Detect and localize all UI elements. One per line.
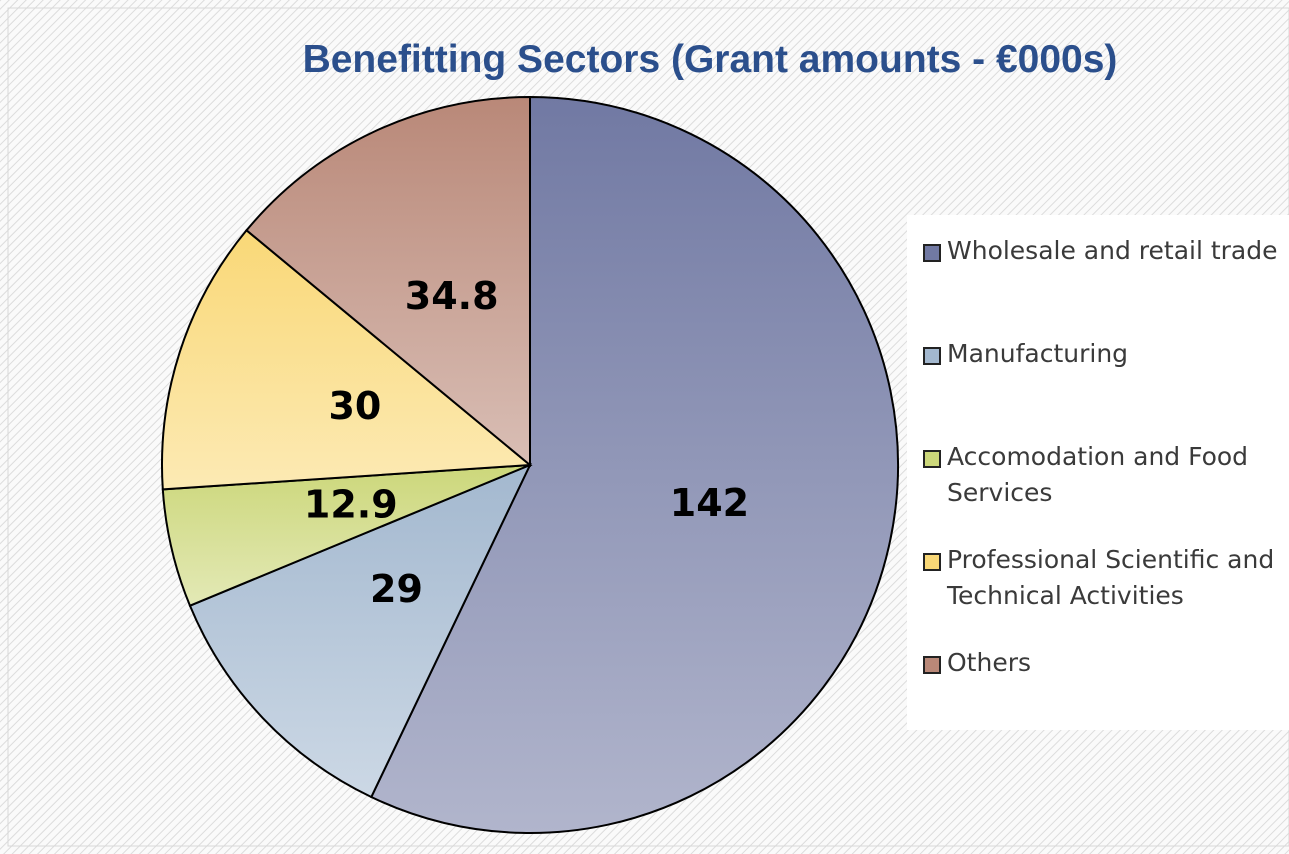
data-label: 34.8 (405, 274, 499, 318)
legend-entry: Accomodation and Food Services (921, 439, 1281, 511)
legend-swatch (923, 347, 941, 365)
pie-slice (369, 95, 899, 834)
legend-label: Accomodation and Food Services (947, 442, 1249, 507)
legend-label: Manufacturing (947, 339, 1129, 368)
legend-swatch (923, 656, 941, 674)
data-label: 29 (370, 567, 423, 611)
legend-swatch (923, 553, 941, 571)
data-label: 142 (670, 481, 749, 525)
legend-entry: Wholesale and retail trade (921, 233, 1281, 269)
legend-entry: Others (921, 645, 1281, 681)
pie-slice (188, 463, 533, 799)
pie-slice (245, 95, 531, 468)
pie-slice (161, 228, 533, 491)
data-label: 30 (328, 384, 381, 428)
frame (7, 7, 1289, 847)
legend: Wholesale and retail trade Manufacturing A… (907, 215, 1289, 730)
legend-label: Wholesale and retail trade (947, 236, 1278, 265)
data-label: 12.9 (304, 482, 398, 526)
legend-swatch (923, 244, 941, 262)
legend-swatch (923, 450, 941, 468)
legend-label: Others (947, 648, 1032, 677)
legend-entry: Professional Scientific and Technical Ac… (921, 542, 1281, 614)
legend-label: Professional Scientific and Technical Ac… (947, 545, 1275, 610)
legend-entry: Manufacturing (921, 336, 1281, 372)
chart-title: Benefitting Sectors (Grant amounts - €00… (303, 38, 1118, 81)
